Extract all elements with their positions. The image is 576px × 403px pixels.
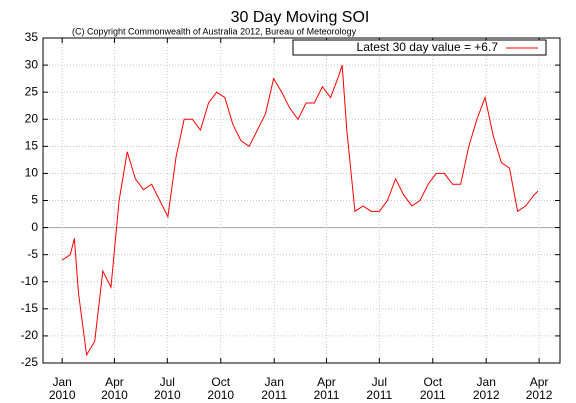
y-tick-label: 10 <box>25 166 39 180</box>
plot-frame <box>42 37 561 364</box>
chart-subtitle: (C) Copyright Commonwealth of Australia … <box>72 26 357 36</box>
y-tick-label: -5 <box>27 247 38 261</box>
x-tick-label: Oct 2010 <box>207 375 234 402</box>
y-tick-label: -20 <box>21 328 39 342</box>
x-tick-label: Jan 2011 <box>261 375 287 402</box>
y-tick-label: 30 <box>25 57 39 71</box>
y-tick-label: -10 <box>21 274 39 288</box>
x-tick-label: Jul 2010 <box>154 375 181 402</box>
y-tick-label: -25 <box>21 355 39 369</box>
legend-box <box>292 39 547 56</box>
y-tick-label: 0 <box>31 220 38 234</box>
y-tick-label: 5 <box>31 193 38 207</box>
chart-title: 30 Day Moving SOI <box>231 9 370 26</box>
y-tick-label: 25 <box>25 84 39 98</box>
x-tick-label: Oct 2011 <box>420 375 446 402</box>
y-tick-label: -15 <box>21 301 39 315</box>
x-tick-label: Jan 2010 <box>49 375 76 402</box>
x-tick-label: Jul 2011 <box>366 375 392 402</box>
x-tick-label: Apr 2010 <box>101 375 128 402</box>
x-tick-label: Jan 2012 <box>473 375 500 402</box>
y-tick-label: 15 <box>25 139 39 153</box>
x-tick-label: Apr 2011 <box>314 375 340 402</box>
legend-label: Latest 30 day value = +6.7 <box>357 40 499 54</box>
y-tick-label: 35 <box>25 30 39 44</box>
x-tick-label: Apr 2012 <box>526 375 553 402</box>
data-line <box>61 64 539 357</box>
y-tick-label: 20 <box>25 111 39 125</box>
